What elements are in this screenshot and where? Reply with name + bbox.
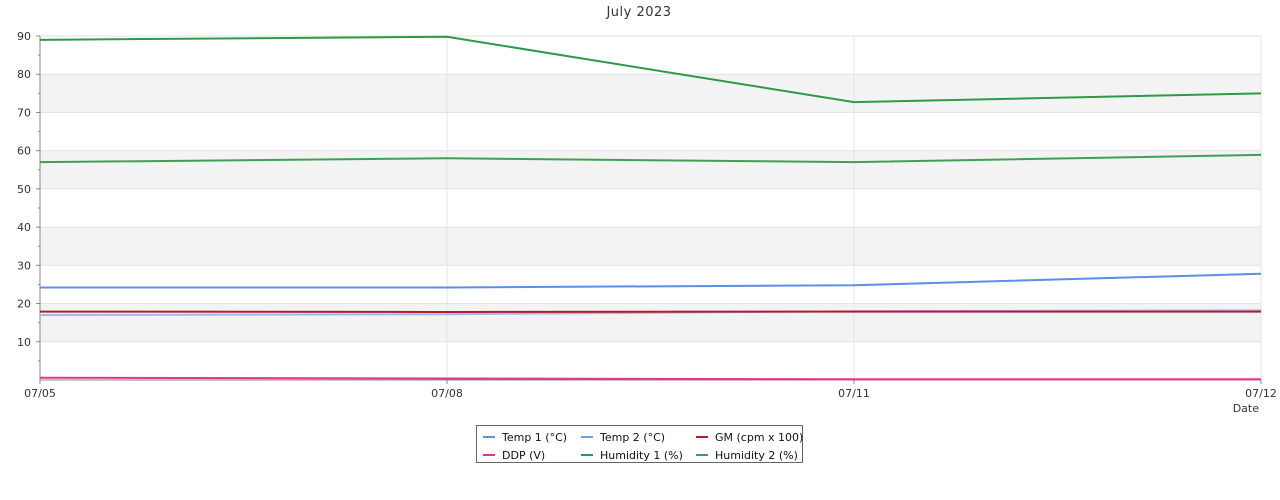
x-axis-ticks: 07/05 07/08 07/11 07/12: [24, 380, 1277, 400]
x-tick-label: 07/11: [838, 387, 870, 400]
legend-item-gm[interactable]: GM (cpm x 100): [696, 429, 803, 445]
legend-item-humidity2[interactable]: Humidity 2 (%): [696, 447, 798, 463]
legend-label: Temp 2 (°C): [600, 430, 666, 444]
legend-label: Humidity 2 (%): [715, 448, 798, 462]
y-tick-label: 10: [17, 336, 31, 349]
legend-swatch: [483, 454, 495, 456]
legend-item-temp1[interactable]: Temp 1 (°C): [483, 429, 567, 445]
y-tick-label: 90: [17, 30, 31, 43]
legend-item-ddp[interactable]: DDP (V): [483, 447, 545, 463]
x-tick-label: 07/08: [431, 387, 463, 400]
x-axis-label: Date: [1233, 402, 1260, 415]
chart-title: July 2023: [605, 5, 671, 20]
y-axis-ticks: 10 20 30 40 50 60 70 80 90: [17, 30, 40, 362]
x-tick-label: 07/05: [24, 387, 56, 400]
legend-swatch: [696, 436, 708, 438]
legend-label: DDP (V): [502, 448, 546, 462]
grid-band: [40, 303, 1261, 342]
legend-swatch: [581, 454, 593, 456]
series-lines: [39, 35, 1262, 381]
y-tick-label: 80: [17, 68, 31, 81]
legend-item-temp2[interactable]: Temp 2 (°C): [581, 429, 665, 445]
legend-item-humidity1[interactable]: Humidity 1 (%): [581, 447, 683, 463]
legend: Temp 1 (°C) Temp 2 (°C) GM (cpm x 100) D…: [476, 425, 803, 463]
x-tick-label: 07/12: [1245, 387, 1277, 400]
y-tick-label: 30: [17, 259, 31, 272]
y-tick-label: 40: [17, 221, 31, 234]
legend-label: GM (cpm x 100): [715, 430, 804, 444]
y-tick-label: 20: [17, 298, 31, 311]
grid-band: [40, 150, 1261, 189]
y-tick-label: 70: [17, 106, 31, 119]
series-line: [40, 272, 1262, 289]
legend-label: Temp 1 (°C): [502, 430, 568, 444]
series-line: [39, 153, 1262, 164]
legend-swatch: [581, 436, 593, 438]
y-tick-label: 60: [17, 145, 31, 158]
legend-swatch: [483, 436, 495, 438]
series-line: [39, 376, 1261, 381]
legend-swatch: [696, 454, 708, 456]
grid-band: [40, 74, 1261, 113]
y-tick-label: 50: [17, 183, 31, 196]
grid-band: [40, 227, 1261, 266]
gridlines: [39, 35, 1262, 380]
legend-label: Humidity 1 (%): [600, 448, 683, 462]
grid-bands: [40, 74, 1261, 342]
series-line: [39, 35, 1262, 104]
